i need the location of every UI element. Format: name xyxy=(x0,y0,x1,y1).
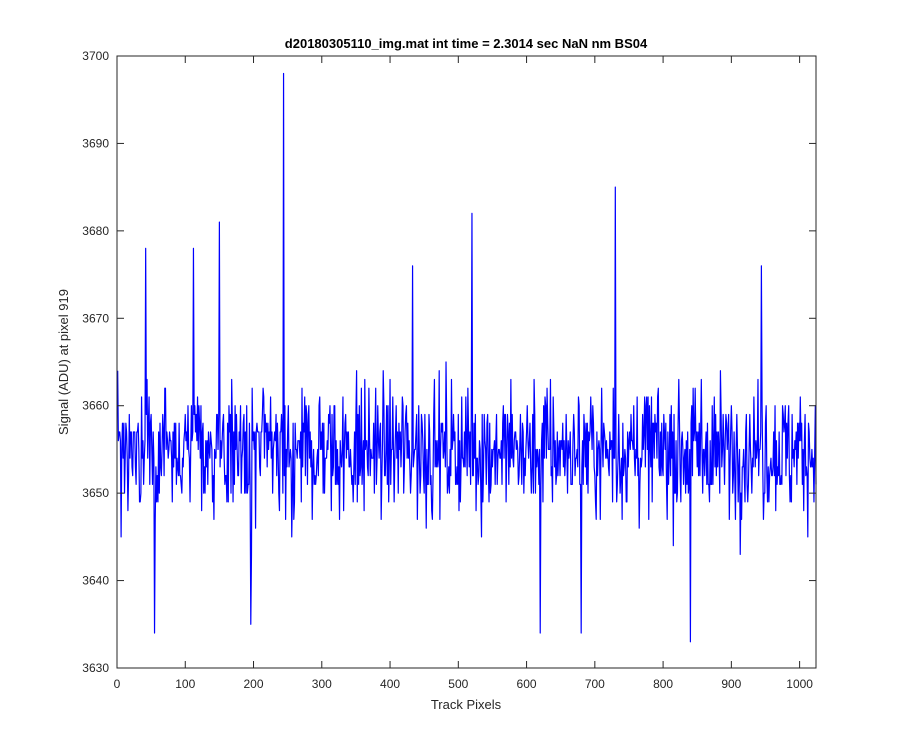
x-tick-label: 100 xyxy=(175,677,195,691)
x-tick-label: 200 xyxy=(244,677,264,691)
y-tick-label: 3700 xyxy=(82,49,109,63)
x-tick-label: 600 xyxy=(517,677,537,691)
plot-area xyxy=(117,56,816,668)
x-tick-label: 700 xyxy=(585,677,605,691)
series-line xyxy=(117,72,817,643)
x-tick-label: 800 xyxy=(653,677,673,691)
y-tick-label: 3680 xyxy=(82,224,109,238)
y-tick-label: 3650 xyxy=(82,486,109,500)
chart-title: d20180305110_img.mat int time = 2.3014 s… xyxy=(285,36,648,51)
ticks-layer: 0 100 200 300 400 500 600 700 800 900 1000 3630 3640… xyxy=(82,49,816,691)
y-tick-label: 3660 xyxy=(82,399,109,413)
x-tick-label: 300 xyxy=(312,677,332,691)
x-tick-label: 900 xyxy=(721,677,741,691)
x-tick-label: 1000 xyxy=(786,677,813,691)
x-tick-label: 500 xyxy=(448,677,468,691)
axes-box xyxy=(116,55,817,669)
y-tick-label: 3640 xyxy=(82,574,109,588)
y-axis-label: Signal (ADU) at pixel 919 xyxy=(56,289,71,435)
x-tick-label: 0 xyxy=(114,677,121,691)
x-axis-label: Track Pixels xyxy=(431,697,502,712)
series-layer xyxy=(117,72,817,643)
x-tick-label: 400 xyxy=(380,677,400,691)
y-tick-label: 3630 xyxy=(82,661,109,675)
y-tick-label: 3670 xyxy=(82,311,109,325)
y-tick-label: 3690 xyxy=(82,136,109,150)
